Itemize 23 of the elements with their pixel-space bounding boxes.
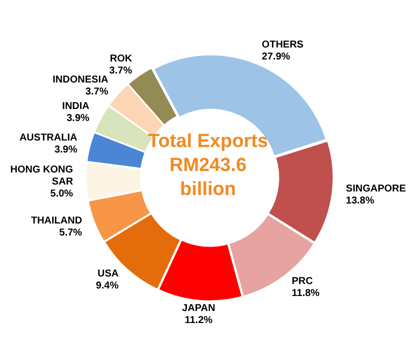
data-label: 3.9% bbox=[54, 144, 78, 156]
data-label: 3.9% bbox=[66, 113, 90, 124]
slice-label: SINGAPORE bbox=[346, 184, 406, 195]
slice-label: AUSTRALIA bbox=[19, 132, 78, 144]
slice-label: THAILAND bbox=[30, 215, 82, 226]
slice-label: JAPAN bbox=[182, 302, 216, 314]
data-label: 11.2% bbox=[184, 314, 213, 326]
data-label: 11.8% bbox=[292, 288, 320, 300]
data-label: 3.7% bbox=[85, 86, 108, 98]
data-label: 9.4% bbox=[96, 280, 119, 292]
data-label: 3.7% bbox=[109, 66, 132, 77]
data-label: 27.9% bbox=[262, 51, 290, 62]
data-label: 5.7% bbox=[59, 227, 82, 238]
data-label: 13.8% bbox=[346, 196, 374, 207]
slice-label: INDONESIA bbox=[52, 74, 108, 86]
slice-label: INDIA bbox=[62, 101, 90, 112]
data-label: 5.0% bbox=[50, 188, 74, 200]
slice-label: HONG KONG SAR bbox=[10, 164, 74, 188]
slice-label: USA bbox=[97, 268, 119, 280]
slice-label: PRC bbox=[292, 276, 313, 288]
slice-label: ROK bbox=[110, 54, 133, 65]
text: Total Exports RM243.6 billion bbox=[148, 130, 268, 202]
slice-label: OTHERS bbox=[262, 39, 304, 50]
